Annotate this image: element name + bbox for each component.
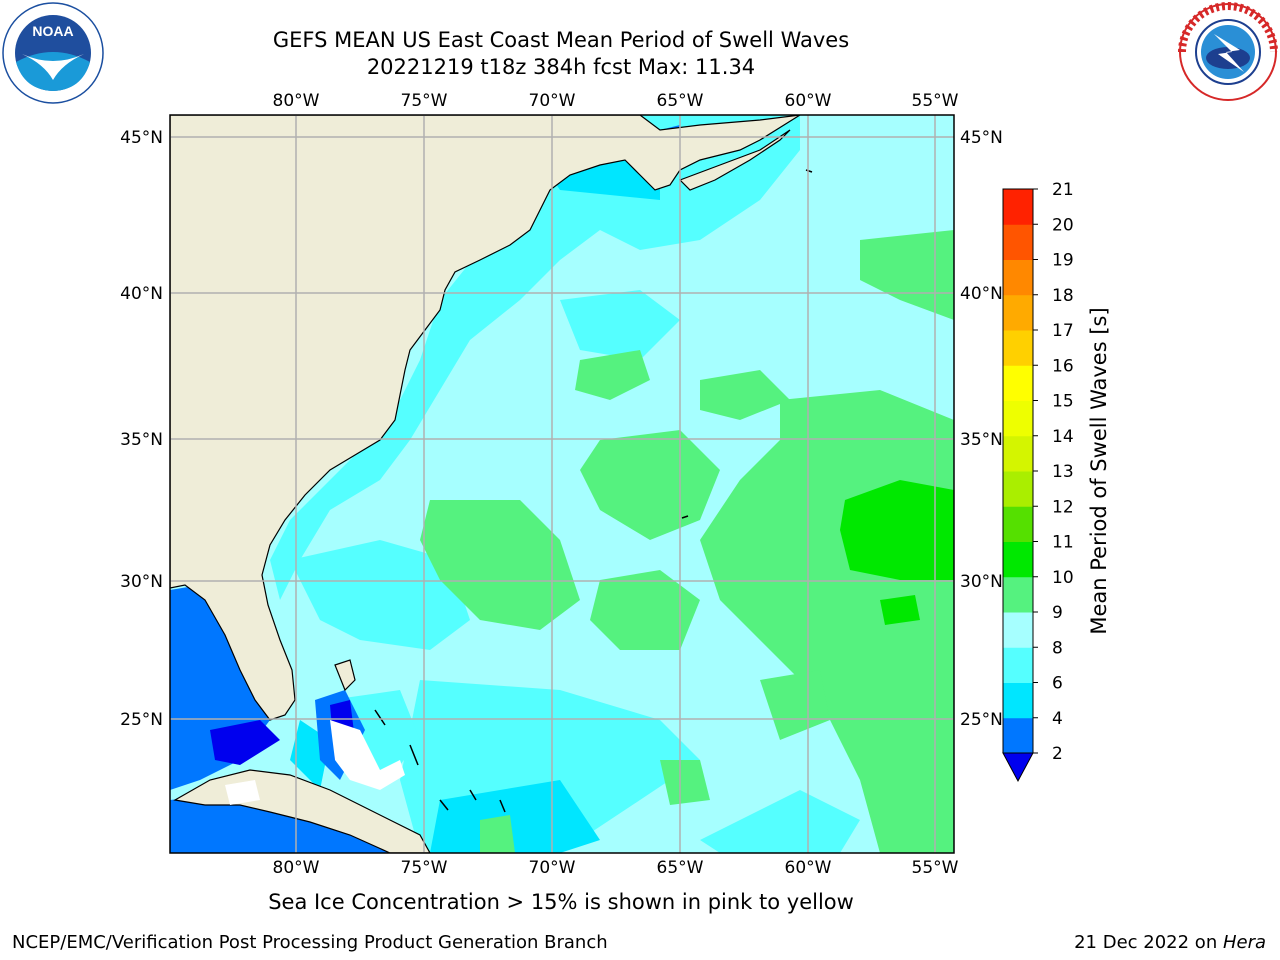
map-frame (169, 114, 955, 854)
swell-band-6-8 (270, 115, 860, 853)
gridlines (170, 115, 954, 853)
lat-label-right: 25°N (960, 710, 1003, 730)
colorbar-segment (1003, 682, 1033, 719)
colorbar-segment (1003, 189, 1033, 225)
colorbar-tick-label: 16 (1052, 356, 1074, 376)
lon-label-top: 60°W (785, 91, 832, 111)
colorbar-tick-label: 9 (1052, 603, 1063, 623)
islands (374, 169, 813, 813)
lon-label-bottom: 55°W (912, 858, 959, 878)
chart-subtitle: 20221219 t18z 384h fcst Max: 11.34 (366, 55, 756, 79)
colorbar-tick-label: 19 (1052, 251, 1074, 271)
nova-scotia-land (678, 129, 791, 191)
colorbar: 2 4 6 8 9 10 11 12 13 14 15 16 17 18 19 20 21 (1002, 180, 1074, 783)
lat-label-left: 35°N (120, 430, 163, 450)
colorbar-tick-label: 13 (1052, 462, 1074, 482)
colorbar-segment (1003, 330, 1033, 366)
lat-label-left: 25°N (120, 710, 163, 730)
colorbar-tick-label: 6 (1052, 674, 1063, 694)
colorbar-segment (1003, 506, 1033, 542)
footer-date: 21 Dec 2022 on Hera (1074, 932, 1266, 953)
colorbar-segment (1003, 224, 1033, 260)
lon-label-bottom: 70°W (529, 858, 576, 878)
lon-label-top: 75°W (401, 91, 448, 111)
lon-label-bottom: 65°W (657, 858, 704, 878)
lon-label-top: 65°W (657, 91, 704, 111)
lat-label-right: 40°N (960, 284, 1003, 304)
lon-label-top: 80°W (273, 91, 320, 111)
svg-text:NOAA: NOAA (32, 23, 73, 39)
lon-label-top: 55°W (912, 91, 959, 111)
footer-credit: NCEP/EMC/Verification Post Processing Pr… (12, 932, 608, 953)
nws-logo (1178, 2, 1278, 101)
chart-title: GEFS MEAN US East Coast Mean Period of S… (272, 28, 850, 52)
noaa-logo: NOAA (2, 2, 104, 104)
lat-label-right: 30°N (960, 572, 1003, 592)
lat-label-right: 45°N (960, 128, 1003, 148)
lon-label-bottom: 60°W (785, 858, 832, 878)
colorbar-segment (1003, 294, 1033, 331)
north-america-land (170, 115, 801, 721)
tick-labels: 80°W 80°W 75°W 75°W 70°W 70°W 65°W 65°W 60°W 60°W… (120, 91, 1003, 878)
colorbar-tick-label: 18 (1052, 286, 1074, 306)
lat-label-left: 45°N (120, 128, 163, 148)
bahamas-shelf (225, 720, 405, 805)
colorbar-tick-label: 15 (1052, 392, 1074, 412)
lat-label-right: 35°N (960, 430, 1003, 450)
map-area (170, 115, 954, 853)
colorbar-segment (1003, 647, 1033, 683)
sea-ice-note: Sea Ice Concentration > 15% is shown in … (268, 890, 854, 914)
colorbar-segment (1003, 612, 1033, 648)
colorbar-tick-label: 8 (1052, 638, 1063, 658)
colorbar-tick-label: 17 (1052, 321, 1074, 341)
colorbar-tick-label: 4 (1052, 709, 1063, 729)
footer-date-text: 21 Dec 2022 on (1074, 932, 1223, 953)
colorbar-segment (1003, 365, 1033, 401)
swell-band-10-11 (840, 480, 954, 625)
lat-label-left: 40°N (120, 284, 163, 304)
colorbar-under-triangle (1002, 752, 1034, 783)
bahamas-land (334, 659, 356, 692)
colorbar-tick-label: 21 (1052, 180, 1074, 200)
footer-host: Hera (1222, 932, 1266, 953)
colorbar-segment (1003, 400, 1033, 437)
colorbar-tick-label: 12 (1052, 497, 1074, 517)
colorbar-tick-label: 20 (1052, 215, 1074, 235)
colorbar-segment (1003, 541, 1033, 578)
colorbar-label: Mean Period of Swell Waves [s] (1087, 307, 1111, 634)
lon-label-bottom: 80°W (273, 858, 320, 878)
lon-label-top: 70°W (529, 91, 576, 111)
colorbar-segment (1003, 435, 1033, 472)
colorbar-tick-label: 11 (1052, 533, 1074, 553)
colorbar-tick-label: 2 (1052, 744, 1063, 764)
colorbar-tick-label: 14 (1052, 427, 1074, 447)
colorbar-segment (1003, 471, 1033, 507)
colorbar-segment (1003, 717, 1033, 754)
colorbar-segment (1003, 259, 1033, 296)
lon-label-bottom: 75°W (401, 858, 448, 878)
colorbar-tick-label: 10 (1052, 568, 1074, 588)
swell-band-9-10 (420, 230, 954, 853)
colorbar-segment (1003, 576, 1033, 613)
lat-label-left: 30°N (120, 572, 163, 592)
